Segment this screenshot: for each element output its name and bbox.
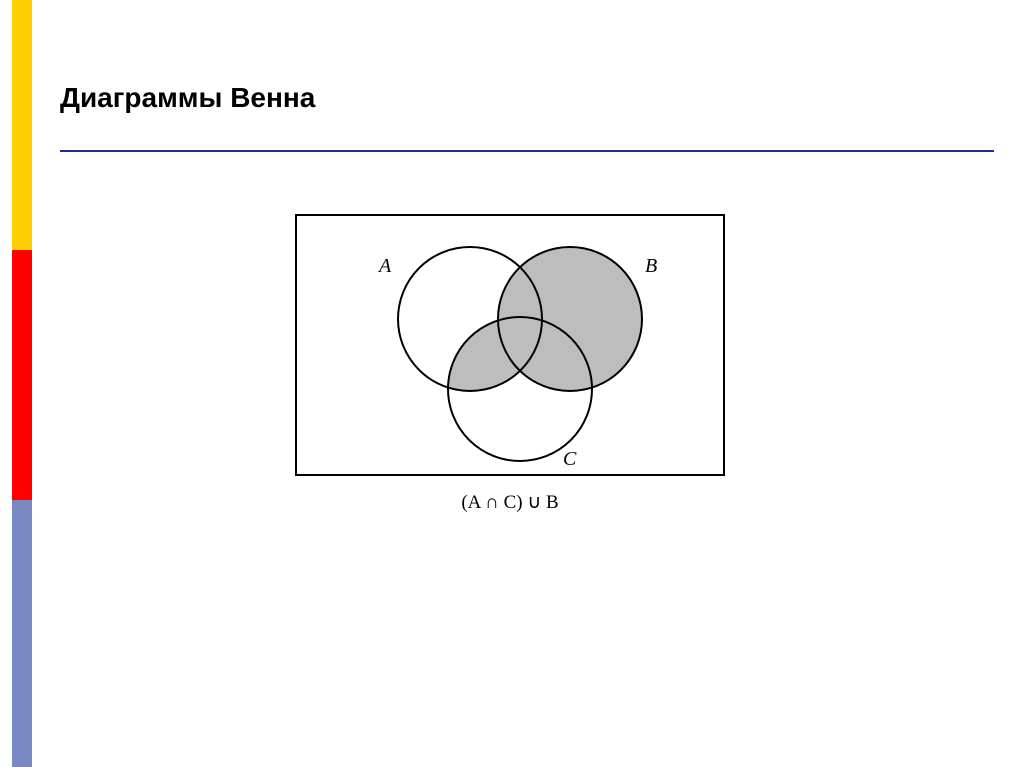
venn-label-c: C	[563, 448, 577, 470]
venn-caption: (A ∩ C) ∪ B	[295, 491, 725, 514]
venn-figure: A B C (A ∩ C) ∪ B	[295, 214, 725, 534]
stripe-blue	[12, 500, 32, 767]
side-stripes	[0, 0, 40, 767]
venn-svg: A B C	[295, 214, 725, 482]
title-underline	[60, 150, 994, 152]
slide: Диаграммы Венна A B C (A ∩ C) ∪ B	[0, 0, 1024, 767]
stripe-red	[12, 250, 32, 500]
venn-label-a: A	[377, 255, 392, 277]
page-title: Диаграммы Венна	[60, 82, 315, 114]
venn-label-b: B	[645, 255, 657, 277]
stripe-yellow	[12, 0, 32, 250]
